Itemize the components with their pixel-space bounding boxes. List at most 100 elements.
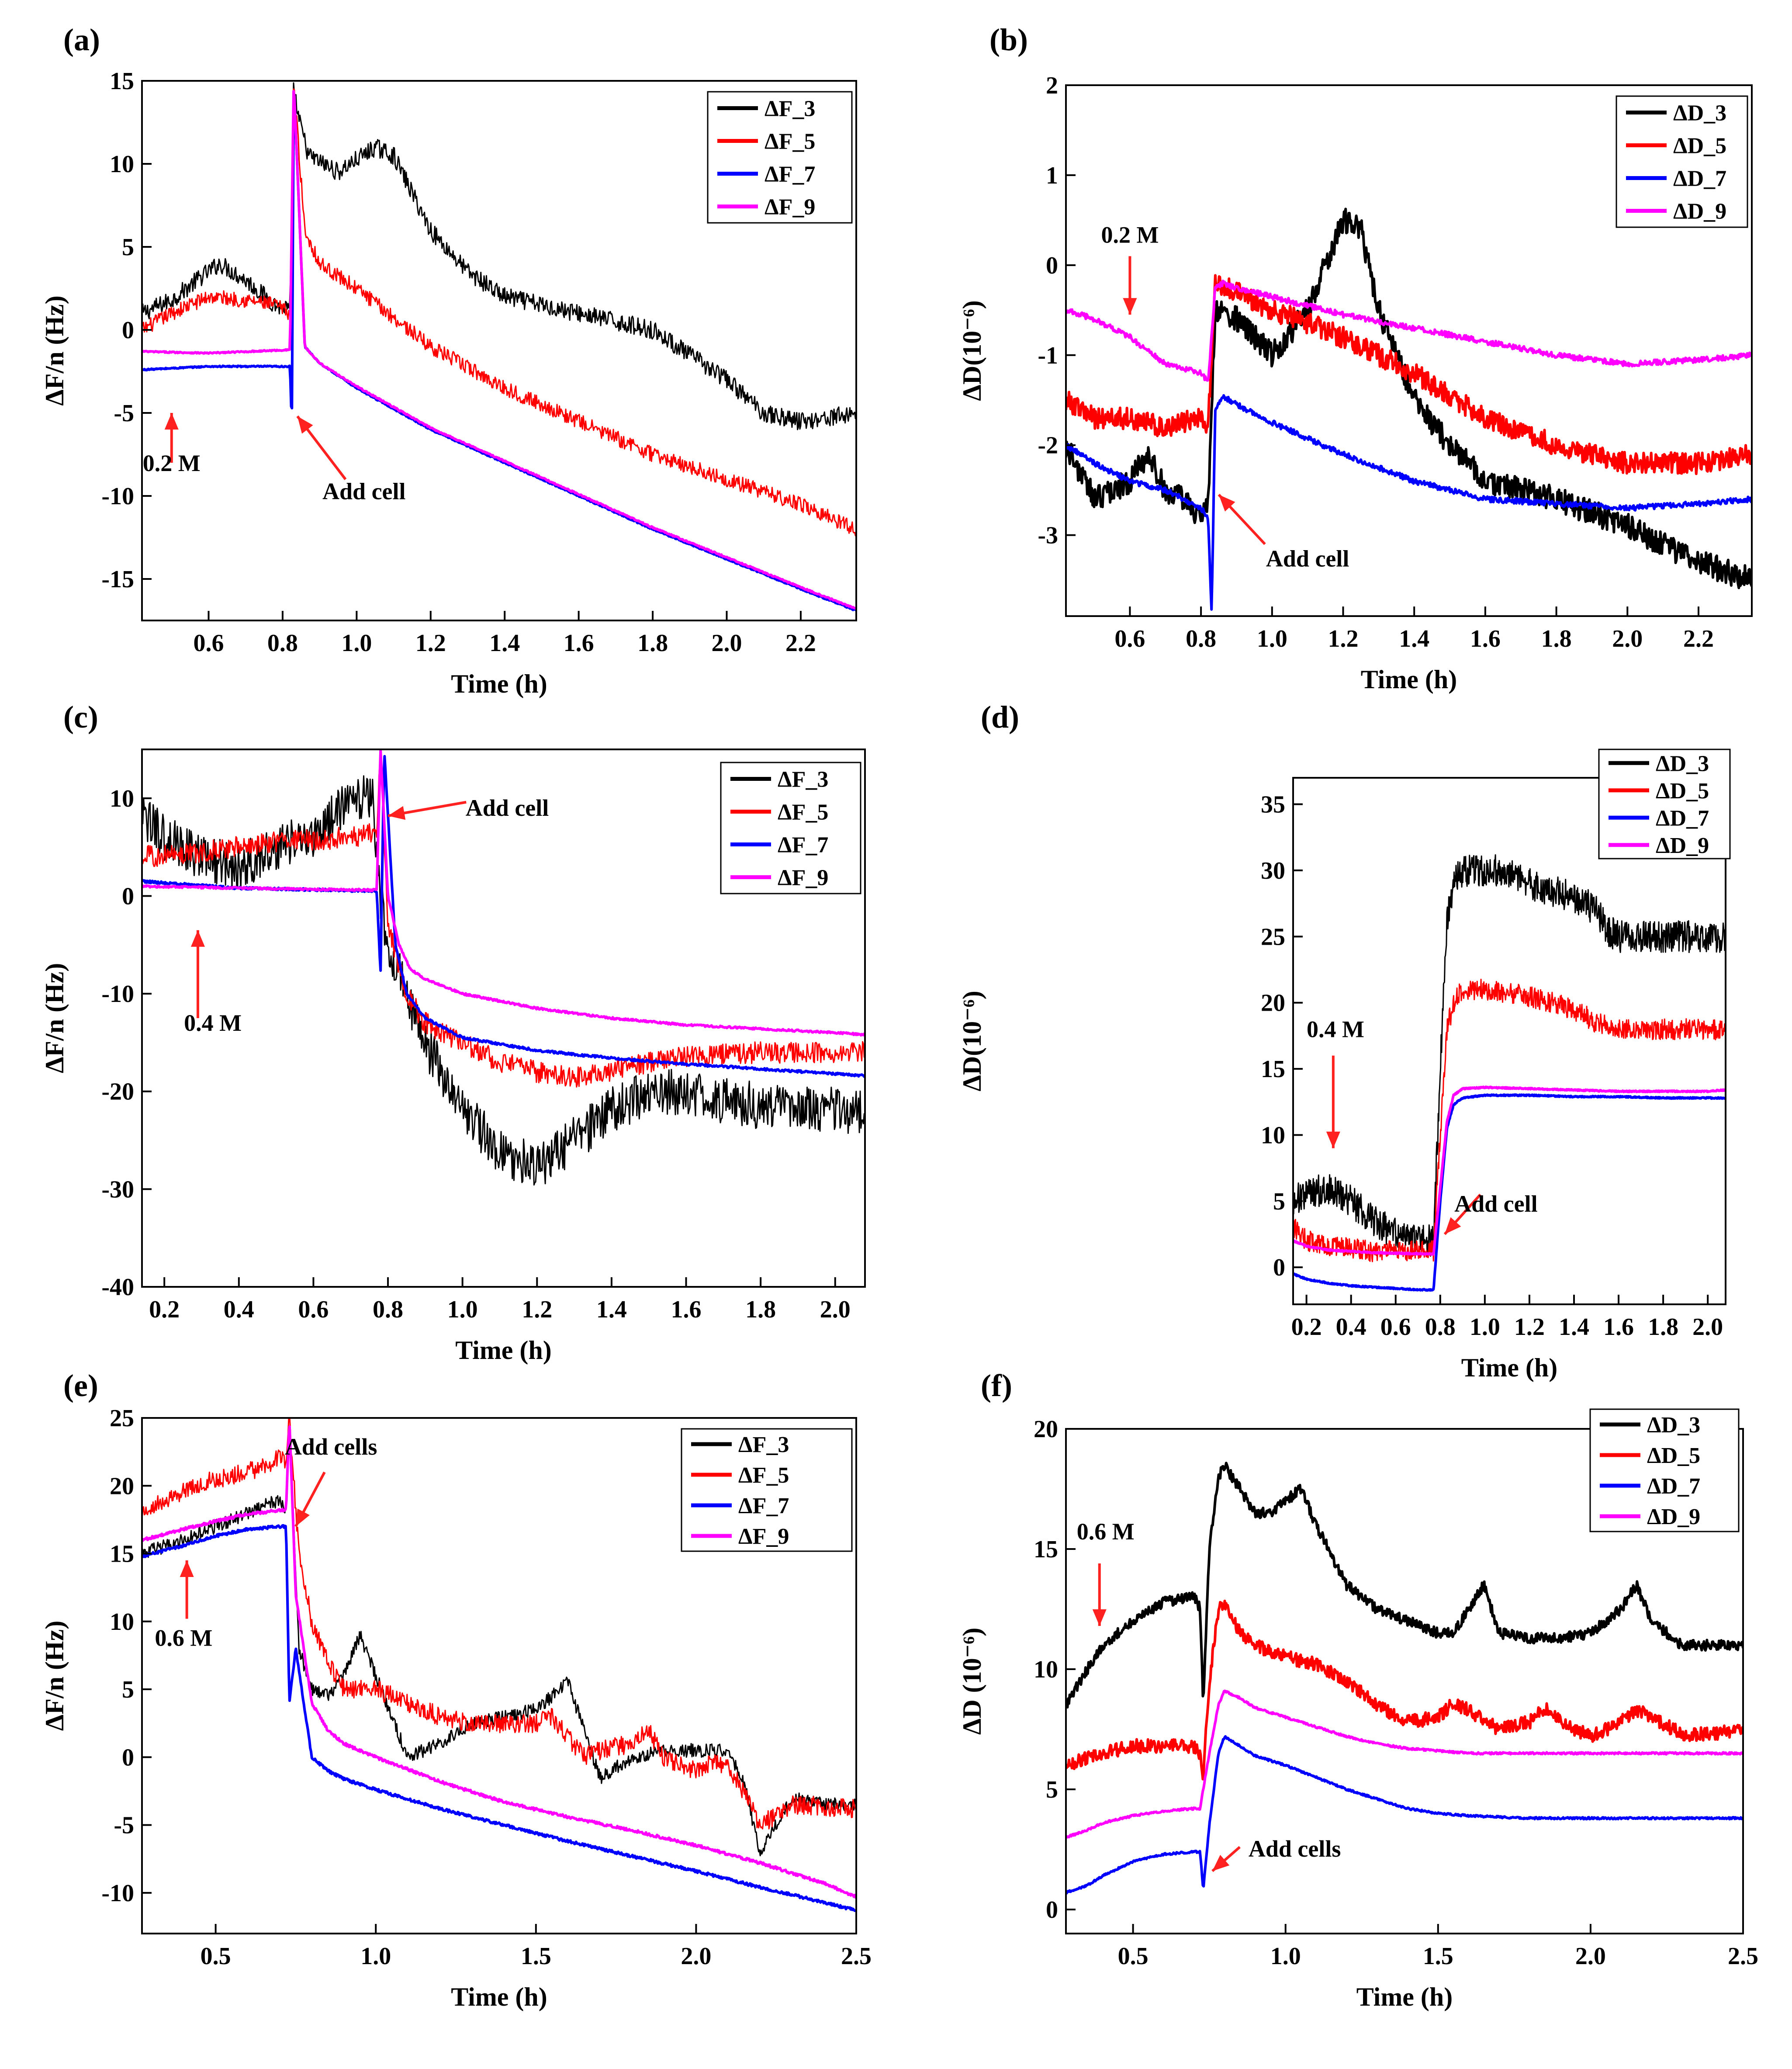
series-group: [1066, 1462, 1743, 1895]
legend-label: ΔF_9: [778, 866, 828, 891]
legend-label: ΔD_5: [1673, 134, 1726, 159]
annotation-label: Add cell: [466, 795, 549, 821]
x-tick-label: 2.5: [841, 1943, 872, 1970]
arrow-head: [388, 806, 406, 820]
legend-label: ΔD_7: [1673, 166, 1726, 191]
y-tick-label: 5: [1046, 1776, 1058, 1803]
chart-panel-f: (f) 0.5 1.0 1.5 2.0 2.5 0 5 10 15 20 Time (h) ΔD (10…: [958, 1368, 1758, 2011]
x-tick-label: 1.6: [1603, 1313, 1634, 1341]
x-tick-label: 2.0: [681, 1943, 711, 1970]
chart-panel-c: (c) 0.2 0.4 0.6 0.8 1.0 1.2 1.4 1.6 1.8 2.0 -40 -30 -…: [40, 700, 866, 1365]
legend-label: ΔF_3: [765, 97, 815, 121]
legend-label: ΔF_3: [738, 1432, 789, 1457]
y-tick-label: 20: [110, 1473, 134, 1500]
y-tick-label: -3: [1038, 522, 1058, 549]
legend: ΔD_3 ΔD_5 ΔD_7 ΔD_9: [1589, 1408, 1740, 1532]
legend-label: ΔD_7: [1647, 1474, 1700, 1499]
plot-frame: [1065, 1428, 1744, 1934]
x-axis-label: Time (h): [1361, 665, 1457, 694]
panel-letter: (e): [63, 1368, 98, 1403]
x-tick-label: 0.6: [298, 1296, 329, 1323]
chart-panel-b: (b) 0.6 0.8 1.0 1.2 1.4 1.6 1.8 2.0 2.2 -3 -2 -1 0 1 2 T…: [958, 22, 1753, 694]
y-tick-label: 10: [110, 785, 134, 812]
x-tick-label: 2.5: [1728, 1943, 1758, 1970]
panel-letter: (a): [63, 22, 100, 57]
series-line-ΔF_3: [142, 1427, 856, 1857]
x-tick-label: 0.8: [1425, 1313, 1456, 1341]
legend: ΔD_3 ΔD_5 ΔD_7 ΔD_9: [1616, 95, 1748, 228]
legend-box: [1616, 95, 1748, 228]
arrow-head: [1212, 1854, 1230, 1871]
x-tick-label: 0.8: [267, 630, 298, 657]
x-tick-label: 1.0: [1470, 1313, 1500, 1341]
series-line-ΔD_5: [1066, 1599, 1743, 1781]
legend-label: ΔD_3: [1673, 101, 1726, 126]
series-line-ΔF_7: [142, 1524, 856, 1912]
x-tick-label: 0.6: [193, 630, 224, 657]
series-line-ΔF_9: [142, 1425, 856, 1899]
y-tick-label: 10: [110, 1608, 134, 1636]
y-tick-label: 5: [1273, 1188, 1285, 1215]
y-tick-label: 20: [1261, 990, 1285, 1017]
arrow-head: [1445, 1217, 1461, 1234]
x-tick-label: 1.2: [415, 630, 446, 657]
x-tick-label: 0.2: [149, 1296, 180, 1323]
y-tick-label: -2: [1038, 432, 1058, 459]
series-group: [142, 749, 865, 1186]
legend-label: ΔF_9: [765, 195, 815, 220]
x-tick-label: 1.0: [1270, 1943, 1301, 1970]
y-tick-label: 10: [110, 151, 134, 178]
legend-label: ΔD_7: [1656, 806, 1709, 831]
x-tick-label: 1.4: [596, 1296, 627, 1323]
arrow-head: [164, 413, 179, 430]
x-tick-label: 2.0: [820, 1296, 851, 1323]
annotation-label: Add cell: [1454, 1191, 1538, 1217]
legend: ΔF_3 ΔF_5 ΔF_7 ΔF_9: [720, 762, 861, 894]
annotation-label: Add cell: [322, 478, 406, 505]
y-tick-label: -15: [101, 566, 134, 593]
series-line-ΔF_9: [142, 749, 865, 1037]
x-tick-label: 0.4: [1336, 1313, 1366, 1341]
series-line-ΔF_5: [142, 749, 865, 1088]
plot-frame: [1065, 84, 1753, 617]
y-tick-label: 35: [1261, 791, 1285, 818]
legend-box: [1598, 749, 1731, 859]
y-tick-label: 15: [110, 68, 134, 95]
x-tick-label: 1.6: [564, 630, 594, 657]
annotation: 0.4 M: [184, 930, 242, 1036]
annotation: Add cell: [1443, 1191, 1538, 1235]
x-axis-label: Time (h): [451, 669, 547, 698]
y-tick-label: -30: [101, 1176, 134, 1203]
series-line-ΔF_5: [142, 88, 856, 537]
legend-label: ΔF_5: [738, 1463, 789, 1488]
x-tick-label: 1.8: [1541, 625, 1572, 652]
y-tick-label: 0: [1046, 252, 1058, 279]
y-tick-label: 25: [1261, 923, 1285, 950]
annotation-label: 0.6 M: [155, 1625, 212, 1651]
y-axis-label: ΔD(10⁻⁶): [958, 300, 986, 401]
x-tick-label: 1.6: [671, 1296, 702, 1323]
series-line-ΔD_5: [1293, 978, 1726, 1262]
series-line-ΔD_3: [1066, 208, 1752, 589]
y-tick-label: -10: [101, 981, 134, 1008]
series-group: [1293, 854, 1726, 1292]
chart-panel-a: (a) 0.6 0.8 1.0 1.2 1.4 1.6 1.8 2.0 2.2 -15 -10 -5 0 5…: [40, 22, 857, 698]
series-line-ΔD_5: [1066, 274, 1752, 475]
x-tick-label: 1.8: [1648, 1313, 1678, 1341]
x-tick-label: 0.4: [224, 1296, 254, 1323]
legend-box: [720, 762, 861, 894]
arrow-head: [295, 1508, 310, 1527]
panel-letter: (d): [981, 700, 1019, 735]
y-tick-label: 15: [1261, 1056, 1285, 1083]
arrow-head: [1218, 494, 1235, 512]
y-tick-label: 0: [122, 317, 134, 344]
y-axis-label: ΔF/n (Hz): [40, 1621, 69, 1731]
series-line-ΔD_9: [1066, 1689, 1743, 1839]
x-axis-label: Time (h): [1461, 1353, 1558, 1382]
legend-label: ΔD_3: [1656, 751, 1709, 776]
x-tick-label: 1.0: [1257, 625, 1287, 652]
y-tick-label: 0: [1046, 1896, 1058, 1923]
y-axis-label: ΔF/n (Hz): [40, 963, 69, 1074]
x-tick-label: 1.5: [521, 1943, 551, 1970]
y-axis-label: ΔD (10⁻⁶): [958, 1628, 986, 1735]
